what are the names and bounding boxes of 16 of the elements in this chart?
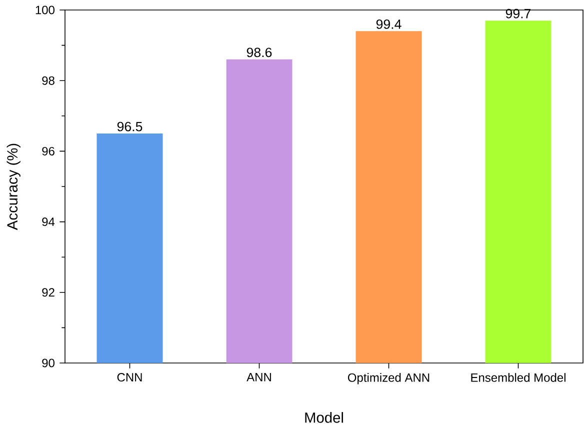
x-axis-title: Model xyxy=(305,412,343,423)
y-tick-label: 98 xyxy=(42,76,54,85)
y-tick-label: 90 xyxy=(42,358,54,368)
y-axis-title: Accuracy (%) xyxy=(6,144,20,230)
data-label: 98.6 xyxy=(246,48,272,58)
x-tick-label: Optimized ANN xyxy=(348,373,430,384)
y-tick-label: 96 xyxy=(42,146,54,156)
data-label: 99.4 xyxy=(376,19,402,29)
y-tick-label: 100 xyxy=(36,6,54,14)
y-tick-label: 94 xyxy=(42,218,55,226)
data-label: 99.7 xyxy=(506,8,531,18)
x-tick-label: ANN xyxy=(246,373,271,382)
x-tick-label: CNN xyxy=(117,373,142,382)
x-tick-label: Ensembled Model xyxy=(471,373,566,382)
data-label: 96.5 xyxy=(117,122,142,132)
y-tick-label: 92 xyxy=(42,288,54,297)
